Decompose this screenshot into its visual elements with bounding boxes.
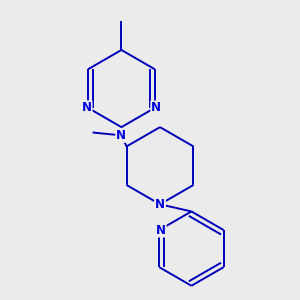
Text: N: N (116, 129, 126, 142)
Text: N: N (82, 101, 92, 114)
Text: N: N (156, 224, 166, 236)
Text: N: N (151, 101, 161, 114)
Text: N: N (155, 198, 165, 211)
